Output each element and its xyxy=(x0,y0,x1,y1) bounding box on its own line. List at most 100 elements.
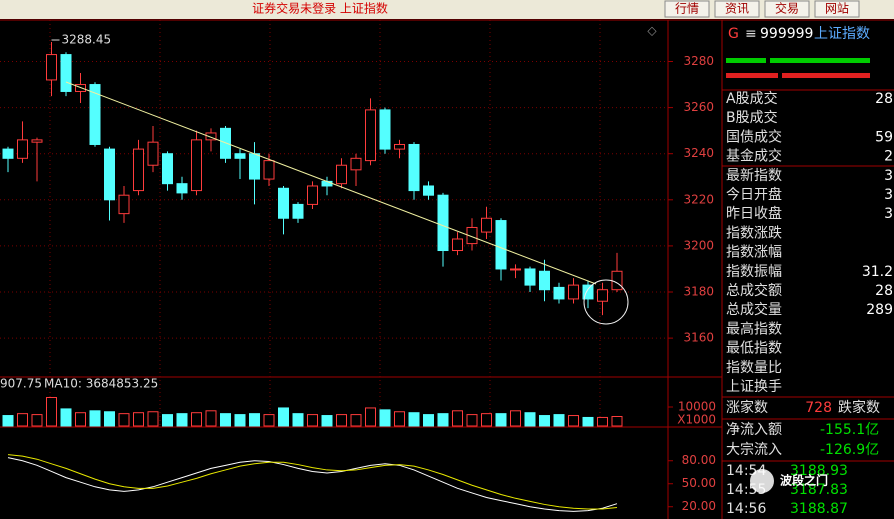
volume-bar xyxy=(553,414,565,427)
candle-body xyxy=(2,148,14,159)
volume-bar xyxy=(89,410,101,427)
highlight-circle xyxy=(583,279,629,325)
nav-button[interactable] xyxy=(664,0,710,18)
y-tick-label: 3160 xyxy=(683,331,714,345)
volume-bar xyxy=(582,416,594,427)
flow-value: -126.9亿 xyxy=(820,442,879,458)
row-label: 最低指数 xyxy=(726,341,782,357)
volume-bar xyxy=(510,410,521,427)
advance-label: 涨家数 xyxy=(726,399,768,416)
volume-bar xyxy=(234,414,246,427)
candle-body xyxy=(292,203,304,219)
quote-prefix: G xyxy=(728,26,739,42)
candle-body xyxy=(321,180,333,187)
row-label: 指数涨跌 xyxy=(726,225,782,241)
row-label: 指数涨幅 xyxy=(726,245,782,261)
y-tick-label: 50.00 xyxy=(682,476,716,490)
volume-bar xyxy=(408,412,420,427)
nav-button-label[interactable]: 交易 xyxy=(775,1,799,16)
candle-body xyxy=(466,226,478,245)
volume-bar xyxy=(17,413,28,427)
candle-body xyxy=(437,194,449,252)
row-label: 最高指数 xyxy=(726,320,782,337)
volume-bar xyxy=(466,414,478,427)
candle-body xyxy=(597,289,608,302)
nav-button-label[interactable]: 网站 xyxy=(825,2,849,16)
y-tick-label: 10000 xyxy=(678,400,716,414)
candle-body xyxy=(350,157,362,171)
volume-bar xyxy=(278,407,289,427)
candle-body xyxy=(278,187,289,219)
candle-body xyxy=(263,160,275,180)
nav-button-label[interactable]: 行情 xyxy=(675,2,699,16)
row-value: 28 xyxy=(875,91,893,107)
row-value: 3 xyxy=(884,187,893,203)
candle-body xyxy=(510,268,521,271)
row-label: 昨日收盘 xyxy=(726,205,782,222)
candle-body xyxy=(365,109,376,162)
candle-body xyxy=(162,153,173,185)
volume-bar xyxy=(176,413,188,427)
volume-bar xyxy=(365,407,376,427)
y-tick-label: 3240 xyxy=(683,146,714,160)
strength-bar xyxy=(726,73,778,78)
y-tick-label: 3220 xyxy=(683,192,714,206)
candle-body xyxy=(104,148,115,201)
volume-bar xyxy=(307,414,318,427)
volume-bar xyxy=(423,414,434,427)
volume-bar xyxy=(133,412,144,427)
candle-body xyxy=(249,153,260,180)
volume-bar xyxy=(46,397,57,427)
flow-label: 净流入额 xyxy=(726,422,782,438)
candle-body xyxy=(611,270,623,291)
row-value: 3 xyxy=(884,206,893,222)
volume-bar xyxy=(31,414,43,427)
volume-bar xyxy=(495,413,507,427)
candle-body xyxy=(423,185,434,196)
nav-button-label[interactable]: 资讯 xyxy=(725,2,749,16)
volume-bar xyxy=(75,412,86,427)
candle-body xyxy=(191,139,202,192)
candle-body xyxy=(133,148,144,192)
watermark-icon xyxy=(750,469,774,493)
row-label: 上证换手 xyxy=(726,378,782,395)
volume-bar xyxy=(379,409,391,427)
row-label: 总成交量 xyxy=(726,301,782,318)
candle-body xyxy=(205,132,217,141)
nav-button[interactable] xyxy=(764,0,810,18)
top-bar xyxy=(0,0,894,19)
candle-body xyxy=(31,139,43,143)
candle-body xyxy=(220,127,231,159)
volume-bar xyxy=(611,416,623,427)
candle-body xyxy=(452,238,463,252)
row-value: 2 xyxy=(884,149,893,165)
y-tick-label: 20.00 xyxy=(682,499,716,513)
row-label: 国债成交 xyxy=(726,128,782,145)
row-value: 31.2 xyxy=(862,264,893,280)
max-label: 3288.45 xyxy=(62,33,112,47)
volume-bar xyxy=(2,415,14,427)
volume-bar xyxy=(191,412,202,427)
volume-bar xyxy=(118,413,130,427)
watermark: 波段之门 xyxy=(780,473,828,488)
row-label: 今日开盘 xyxy=(726,186,782,203)
candle-body xyxy=(539,270,550,291)
candle-body xyxy=(60,54,72,92)
volume-bar xyxy=(481,413,492,427)
row-label: 总成交额 xyxy=(726,282,782,299)
volume-bar xyxy=(220,413,231,427)
candle-body xyxy=(394,143,405,150)
trend-line xyxy=(65,81,597,285)
top-title: 证券交易未登录 上证指数 xyxy=(252,1,388,16)
tick-price: 3188.93 xyxy=(790,463,848,479)
tick-time: 14:56 xyxy=(726,501,766,517)
indicator-line xyxy=(7,454,618,510)
nav-button[interactable] xyxy=(714,0,760,18)
volume-bar xyxy=(263,414,275,427)
quote-code: 999999 xyxy=(760,26,813,42)
nav-button[interactable] xyxy=(814,0,860,18)
candle-body xyxy=(307,185,318,205)
candle-body xyxy=(524,268,536,286)
